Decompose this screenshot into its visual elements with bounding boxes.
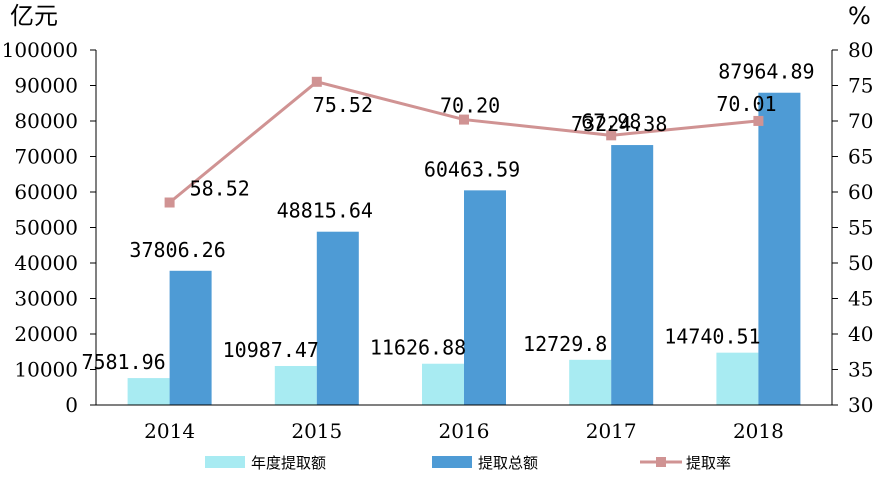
data-label-annual: 7581.96 — [81, 350, 165, 374]
bar-annual-withdrawal — [422, 363, 464, 405]
marker-withdrawal-rate — [164, 197, 175, 208]
left-tick-label: 90000 — [14, 74, 78, 98]
marker-withdrawal-rate — [459, 114, 469, 125]
right-tick-label: 70 — [848, 109, 873, 133]
right-tick-label: 40 — [848, 322, 873, 346]
bar-total-withdrawal — [611, 145, 654, 405]
left-tick-label: 10000 — [14, 358, 78, 382]
x-tick-label: 2017 — [586, 419, 637, 443]
bar-annual-withdrawal — [569, 359, 612, 405]
left-tick-label: 40000 — [14, 251, 78, 275]
left-tick-label: 50000 — [14, 216, 78, 240]
data-label-rate: 75.52 — [313, 93, 373, 117]
legend-swatch — [432, 456, 472, 468]
right-tick-label: 45 — [848, 287, 873, 311]
data-label-total: 37806.26 — [129, 238, 225, 262]
left-tick-label: 80000 — [14, 109, 78, 133]
legend-swatch — [205, 456, 245, 468]
data-label-total: 73224.38 — [571, 112, 667, 136]
bar-total-withdrawal — [758, 92, 801, 405]
marker-withdrawal-rate — [606, 130, 617, 141]
left-axis-unit: 亿元 — [10, 2, 58, 30]
left-tick-label: 60000 — [14, 180, 78, 204]
bar-total-withdrawal — [169, 270, 212, 405]
data-label-total: 60463.59 — [424, 157, 520, 181]
right-tick-label: 65 — [848, 145, 873, 169]
right-axis-unit: % — [848, 2, 871, 30]
marker-withdrawal-rate — [311, 76, 322, 87]
data-label-annual: 12729.8 — [523, 332, 607, 356]
x-tick-label: 2016 — [439, 419, 490, 443]
data-label-rate: 67.98 — [581, 109, 641, 133]
right-tick-label: 30 — [848, 393, 873, 417]
bar-annual-withdrawal — [716, 352, 759, 405]
bar-annual-withdrawal — [127, 378, 170, 405]
left-tick-label: 0 — [65, 393, 78, 417]
data-label-annual: 11626.88 — [370, 336, 466, 360]
data-label-annual: 14740.51 — [664, 325, 760, 349]
data-label-annual: 10987.47 — [223, 338, 319, 362]
left-tick-label: 100000 — [2, 38, 78, 62]
bar-annual-withdrawal — [274, 365, 317, 405]
right-tick-label: 60 — [848, 180, 873, 204]
legend-label: 提取率 — [686, 454, 731, 472]
right-tick-label: 80 — [848, 38, 873, 62]
left-tick-label: 20000 — [14, 322, 78, 346]
data-label-rate: 70.20 — [440, 94, 500, 118]
legend-label: 年度提取额 — [251, 454, 326, 472]
right-tick-label: 55 — [848, 216, 873, 240]
x-tick-label: 2018 — [733, 419, 784, 443]
legend-label: 提取总额 — [478, 454, 538, 472]
left-tick-label: 70000 — [14, 145, 78, 169]
legend-marker — [656, 457, 666, 467]
x-tick-label: 2015 — [291, 419, 342, 443]
right-tick-label: 75 — [848, 74, 873, 98]
data-label-rate: 58.52 — [190, 177, 250, 201]
data-label-rate: 70.01 — [716, 92, 776, 116]
bar-total-withdrawal — [464, 190, 506, 405]
bar-total-withdrawal — [316, 231, 359, 405]
right-tick-label: 35 — [848, 358, 873, 382]
marker-withdrawal-rate — [753, 115, 764, 126]
data-label-total: 48815.64 — [277, 199, 373, 223]
left-tick-label: 30000 — [14, 287, 78, 311]
data-label-total: 87964.89 — [718, 60, 814, 84]
x-tick-label: 2014 — [144, 419, 195, 443]
right-tick-label: 50 — [848, 251, 873, 275]
